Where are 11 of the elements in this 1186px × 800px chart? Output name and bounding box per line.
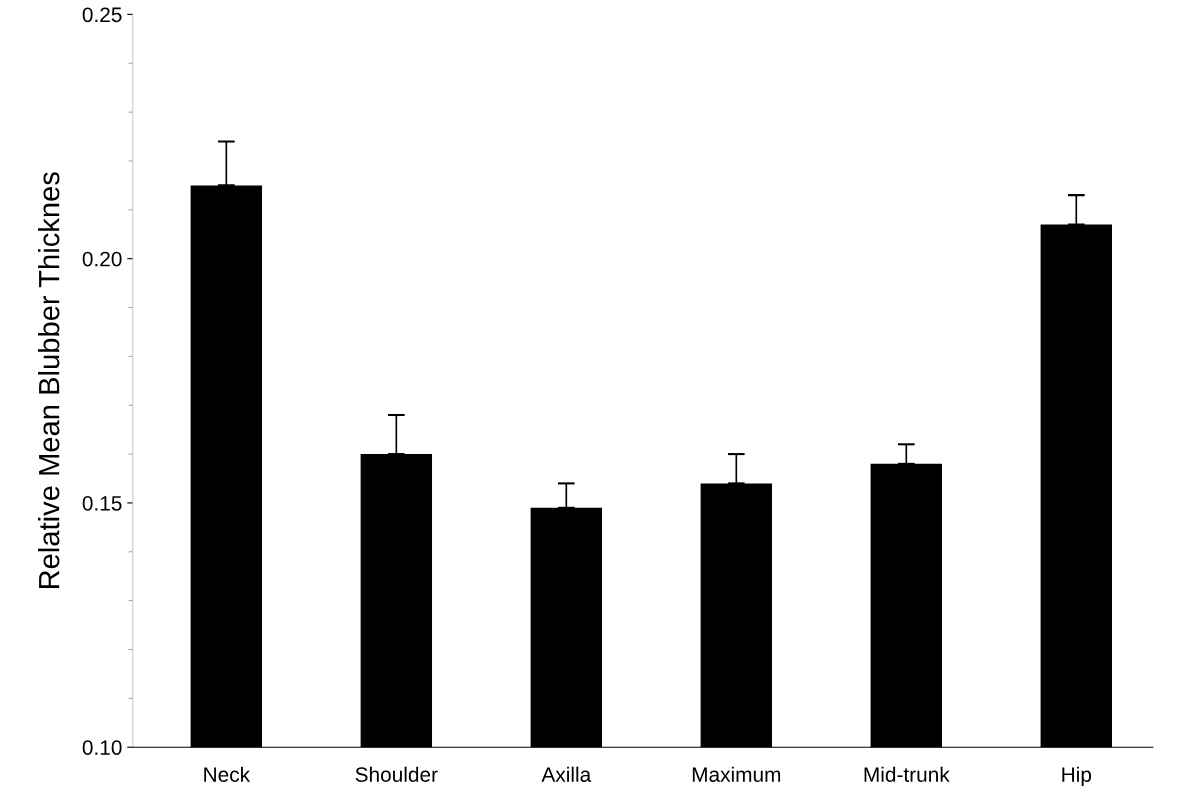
y-tick-label: 0.15 — [82, 495, 122, 511]
x-tick-label: Axilla — [541, 766, 592, 782]
x-tick-label: Maximum — [692, 766, 781, 782]
y-tick-label: 0.10 — [82, 740, 122, 755]
x-tick-label: Neck — [204, 766, 251, 782]
y-axis-title: Relative Mean Blubber Thicknes — [38, 172, 60, 589]
x-tick-label: Hip — [1062, 766, 1092, 787]
y-tick-label: 0.25 — [82, 7, 122, 23]
x-tick-label: Shoulder — [355, 766, 438, 782]
x-tick-label: Mid-trunk — [864, 766, 950, 782]
y-tick-label: 0.20 — [82, 251, 122, 267]
